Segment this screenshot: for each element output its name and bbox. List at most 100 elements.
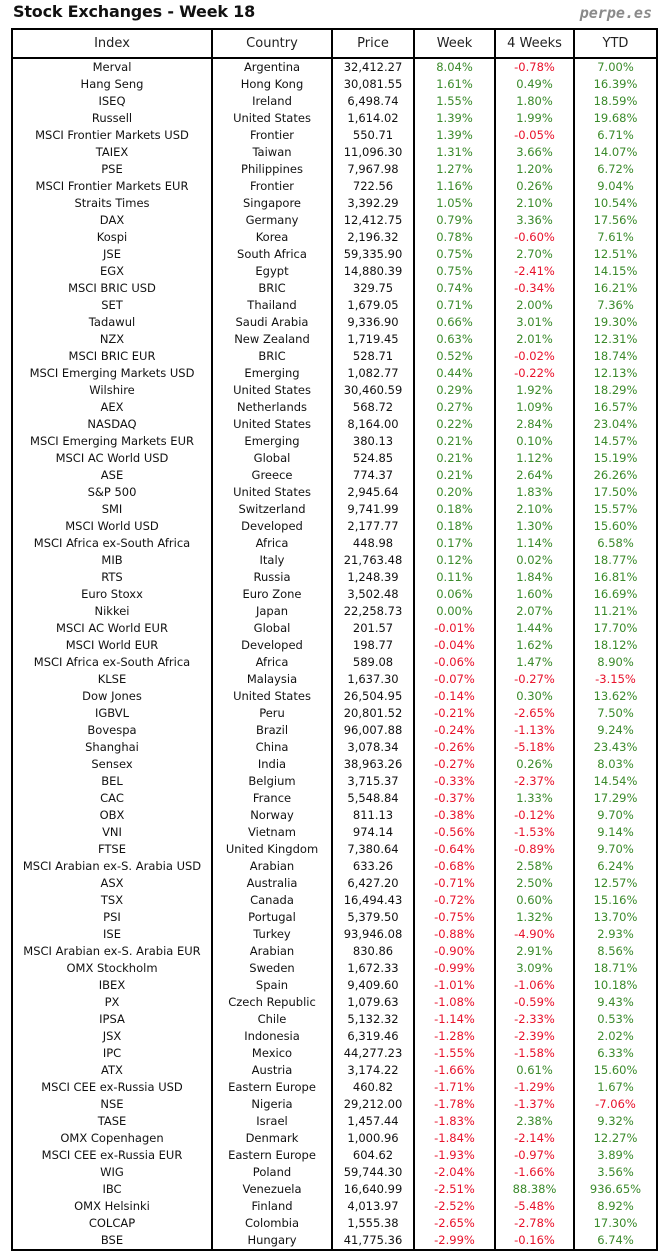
cell-ytd: 15.19% <box>573 450 657 467</box>
cell-price: 59,335.90 <box>331 246 414 263</box>
cell-index: MSCI AC World EUR <box>56 621 168 635</box>
cell-index: NASDAQ <box>87 417 137 431</box>
cell-index: Merval <box>92 60 132 74</box>
cell-country: Arabian <box>211 943 332 960</box>
cell-index: CAC <box>100 791 124 805</box>
cell-ytd: 12.31% <box>573 331 657 348</box>
column-header-price[interactable]: Price <box>331 29 414 59</box>
cell-4-weeks: 1.92% <box>494 382 574 399</box>
cell-ytd: 8.56% <box>573 943 657 960</box>
table-row: RTS Russia 1,248.39 0.11% 1.84% 16.81% <box>12 569 657 586</box>
cell-4-weeks: 1.60% <box>494 586 574 603</box>
cell-index: MSCI Emerging Markets EUR <box>30 434 194 448</box>
cell-4-weeks: 1.12% <box>494 450 574 467</box>
cell-ytd: 8.03% <box>573 756 657 773</box>
cell-price: 7,967.98 <box>331 161 414 178</box>
cell-ytd: 14.54% <box>573 773 657 790</box>
cell-country: South Africa <box>211 246 332 263</box>
table-row: MSCI AC World USD Global 524.85 0.21% 1.12% 1… <box>12 450 657 467</box>
cell-country: Chile <box>211 1011 332 1028</box>
column-header-ytd[interactable]: YTD <box>573 29 657 59</box>
cell-week: 1.16% <box>413 178 495 195</box>
cell-ytd: 19.68% <box>573 110 657 127</box>
cell-4-weeks: -2.39% <box>494 1028 574 1045</box>
cell-ytd: 18.59% <box>573 93 657 110</box>
cell-4-weeks: 1.33% <box>494 790 574 807</box>
table-row: ATX Austria 3,174.22 -1.66% 0.61% 15.60% <box>12 1062 657 1079</box>
cell-4-weeks: 0.60% <box>494 892 574 909</box>
column-header-index[interactable]: Index <box>12 29 212 59</box>
cell-country: Singapore <box>211 195 332 212</box>
cell-index: NZX <box>99 332 125 346</box>
cell-index: IBC <box>102 1182 122 1196</box>
column-header-week[interactable]: Week <box>413 29 495 59</box>
cell-ytd: 18.77% <box>573 552 657 569</box>
cell-index: S&P 500 <box>87 485 137 499</box>
cell-price: 1,672.33 <box>331 960 414 977</box>
cell-4-weeks: -2.33% <box>494 1011 574 1028</box>
cell-country: Sweden <box>211 960 332 977</box>
cell-country: Greece <box>211 467 332 484</box>
cell-price: 44,277.23 <box>331 1045 414 1062</box>
cell-price: 1,000.96 <box>331 1130 414 1147</box>
cell-4-weeks: 1.32% <box>494 909 574 926</box>
cell-price: 3,502.48 <box>331 586 414 603</box>
cell-price: 29,212.00 <box>331 1096 414 1113</box>
table-row: MSCI Africa ex-South Africa Africa 448.98 0… <box>12 535 657 552</box>
cell-4-weeks: -4.90% <box>494 926 574 943</box>
cell-ytd: 18.29% <box>573 382 657 399</box>
cell-week: -0.56% <box>413 824 495 841</box>
cell-index: Hang Seng <box>80 77 144 91</box>
cell-ytd: 7.61% <box>573 229 657 246</box>
cell-index: MSCI Africa ex-South Africa <box>33 536 191 550</box>
cell-country: Euro Zone <box>211 586 332 603</box>
cell-price: 8,164.00 <box>331 416 414 433</box>
cell-4-weeks: 0.49% <box>494 76 574 93</box>
cell-price: 22,258.73 <box>331 603 414 620</box>
cell-index: MIB <box>101 553 123 567</box>
table-row: Dow Jones United States 26,504.95 -0.14% 0.3… <box>12 688 657 705</box>
cell-country: Emerging <box>211 433 332 450</box>
cell-week: 0.06% <box>413 586 495 603</box>
cell-price: 448.98 <box>331 535 414 552</box>
cell-week: -0.99% <box>413 960 495 977</box>
cell-ytd: 936.65% <box>573 1181 657 1198</box>
table-row: NASDAQ United States 8,164.00 0.22% 2.84% 23.… <box>12 416 657 433</box>
cell-country: Russia <box>211 569 332 586</box>
cell-4-weeks: -1.58% <box>494 1045 574 1062</box>
table-row: SMI Switzerland 9,741.99 0.18% 2.10% 15.57% <box>12 501 657 518</box>
cell-4-weeks: 3.09% <box>494 960 574 977</box>
table-row: MSCI World USD Developed 2,177.77 0.18% 1.30… <box>12 518 657 535</box>
cell-price: 96,007.88 <box>331 722 414 739</box>
cell-4-weeks: 2.64% <box>494 467 574 484</box>
cell-price: 6,427.20 <box>331 875 414 892</box>
cell-country: Developed <box>211 518 332 535</box>
cell-week: -1.28% <box>413 1028 495 1045</box>
cell-index: JSX <box>102 1029 122 1043</box>
cell-price: 14,880.39 <box>331 263 414 280</box>
table-row: Shanghai China 3,078.34 -0.26% -5.18% 23.43% <box>12 739 657 756</box>
table-row: OMX Stockholm Sweden 1,672.33 -0.99% 3.09% 18… <box>12 960 657 977</box>
cell-price: 329.75 <box>331 280 414 297</box>
cell-price: 5,548.84 <box>331 790 414 807</box>
cell-ytd: 8.92% <box>573 1198 657 1215</box>
cell-4-weeks: -0.89% <box>494 841 574 858</box>
cell-week: -1.84% <box>413 1130 495 1147</box>
column-header-4-weeks[interactable]: 4 Weeks <box>494 29 574 59</box>
cell-country: Eastern Europe <box>211 1147 332 1164</box>
cell-index: ASX <box>100 876 124 890</box>
cell-country: Ireland <box>211 93 332 110</box>
cell-index: Straits Times <box>74 196 150 210</box>
cell-index: MSCI Africa ex-South Africa <box>33 655 191 669</box>
cell-country: Philippines <box>211 161 332 178</box>
table-row: NZX New Zealand 1,719.45 0.63% 2.01% 12.31% <box>12 331 657 348</box>
cell-country: United States <box>211 110 332 127</box>
cell-country: Peru <box>211 705 332 722</box>
cell-index: Sensex <box>91 757 133 771</box>
cell-price: 9,409.60 <box>331 977 414 994</box>
cell-price: 528.71 <box>331 348 414 365</box>
column-header-country[interactable]: Country <box>211 29 332 59</box>
cell-week: -0.33% <box>413 773 495 790</box>
cell-week: 0.18% <box>413 518 495 535</box>
cell-price: 1,637.30 <box>331 671 414 688</box>
